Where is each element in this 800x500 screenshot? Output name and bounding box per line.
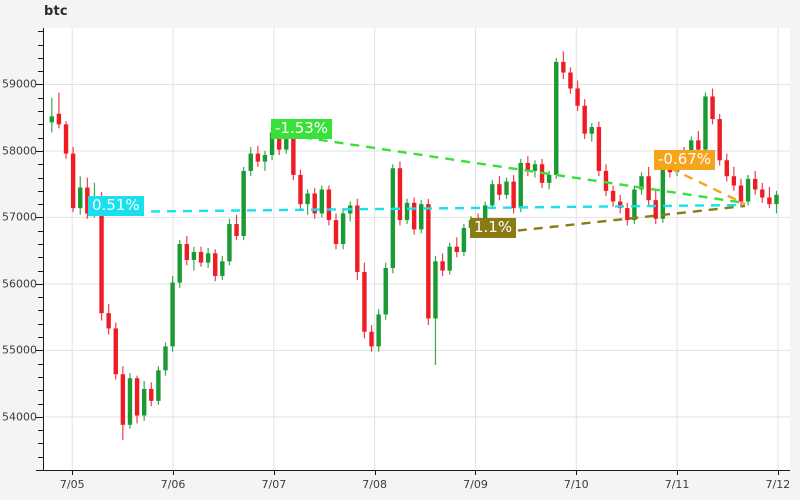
x-axis-label: 7/08 (362, 478, 388, 491)
x-tick (173, 470, 175, 475)
y-tick-minor (38, 137, 44, 139)
x-tick (72, 470, 74, 475)
y-tick-minor (38, 430, 44, 432)
y-tick-minor (38, 111, 44, 113)
y-axis-label: 57000 (2, 210, 37, 224)
y-tick-minor (38, 124, 44, 126)
y-tick-minor (38, 97, 44, 99)
y-tick-minor (38, 244, 44, 245)
annotation-badge-olive[interactable]: 1.1% (470, 218, 517, 239)
y-axis-line (43, 28, 44, 470)
y-tick (36, 350, 44, 352)
trendlines (102, 133, 746, 236)
annotation-badge-orange[interactable]: -0.67% (654, 150, 716, 171)
x-tick (576, 470, 578, 475)
x-tick (273, 470, 275, 475)
plot-area[interactable] (44, 28, 790, 470)
y-tick-minor (38, 204, 44, 206)
y-tick-minor (38, 456, 44, 458)
page-title: btc (44, 4, 68, 19)
x-axis-label: 7/10 (563, 478, 589, 491)
y-tick-minor (38, 177, 44, 179)
y-axis-labels: 59000 58000 57000 56000 55000 54000 (0, 0, 37, 500)
annotation-badge-cyan[interactable]: 0.51% (88, 196, 144, 217)
x-axis-label: 7/06 (160, 478, 186, 491)
y-tick-minor (38, 257, 44, 259)
y-tick (36, 283, 44, 285)
x-axis-label: 7/11 (664, 478, 690, 491)
y-tick-minor (38, 376, 44, 378)
y-tick-minor (38, 443, 44, 445)
x-axis-label: 7/05 (59, 478, 85, 491)
y-tick-minor (38, 310, 44, 312)
x-tick (475, 470, 477, 475)
x-axis-label: 7/09 (463, 478, 488, 491)
y-tick-minor (38, 297, 44, 299)
y-axis-label: 58000 (2, 144, 37, 158)
y-axis-label: 54000 (2, 410, 37, 424)
y-tick (36, 416, 44, 418)
x-axis-line (36, 470, 790, 471)
y-tick-minor (38, 270, 44, 272)
y-tick-minor (38, 230, 44, 232)
x-tick (374, 470, 376, 475)
y-tick (36, 217, 44, 219)
y-tick-minor (38, 190, 44, 192)
y-axis-label: 55000 (2, 343, 37, 357)
y-tick-minor (38, 323, 44, 325)
y-tick-minor (38, 390, 44, 392)
y-tick-minor (38, 31, 44, 33)
y-tick (36, 84, 44, 86)
x-tick (777, 470, 779, 475)
y-tick-minor (38, 337, 44, 339)
annotation-badge-green[interactable]: -1.53% (271, 119, 333, 140)
y-tick-minor (38, 403, 44, 405)
x-axis-label: 7/12 (765, 478, 791, 491)
y-tick (36, 150, 44, 152)
y-tick-minor (38, 44, 44, 46)
y-axis-label: 56000 (2, 277, 37, 291)
x-tick (677, 470, 679, 475)
x-axis-label: 7/07 (261, 478, 287, 491)
y-tick-minor (38, 57, 44, 59)
y-axis-label: 59000 (2, 77, 37, 91)
y-tick-minor (38, 164, 44, 166)
y-tick-minor (38, 363, 44, 365)
y-tick-minor (38, 71, 44, 73)
